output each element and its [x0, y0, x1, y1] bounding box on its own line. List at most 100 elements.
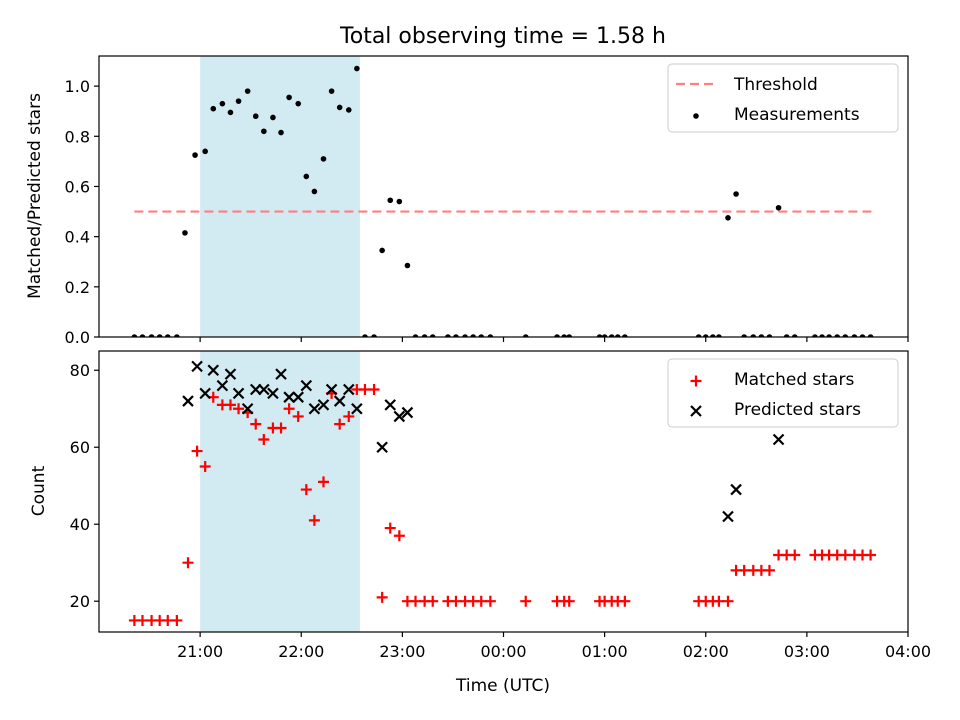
legend-label: Matched stars: [734, 370, 854, 390]
data-point: [842, 334, 849, 337]
data-point: [191, 445, 203, 457]
legend-handle: [690, 405, 702, 417]
x-tick-label: 04:00: [885, 642, 931, 661]
data-point: [311, 188, 318, 195]
data-point: [227, 109, 234, 116]
data-point: [156, 334, 163, 337]
data-point: [710, 334, 716, 337]
data-point: [292, 391, 304, 403]
data-point: [371, 334, 377, 337]
data-point: [244, 88, 251, 94]
data-point: [695, 334, 702, 337]
x-tick-label: 03:00: [784, 642, 830, 661]
data-point: [826, 334, 832, 337]
data-point: [791, 334, 798, 337]
legend-label: Predicted stars: [734, 400, 861, 420]
data-point: [445, 334, 451, 337]
legend-handle: [690, 375, 702, 387]
data-point: [867, 334, 874, 337]
data-point: [292, 410, 304, 422]
y-tick-label: 20: [70, 592, 90, 611]
data-point: [614, 334, 621, 337]
data-point: [427, 595, 439, 607]
matched-stars-series: [128, 383, 877, 626]
data-point: [387, 197, 394, 204]
data-point: [300, 379, 313, 392]
data-point: [622, 334, 628, 337]
data-point: [325, 383, 338, 396]
data-point: [171, 614, 183, 626]
data-point: [283, 391, 295, 403]
data-point: [421, 334, 428, 337]
data-point: [730, 483, 742, 496]
data-point: [554, 334, 560, 337]
data-point: [596, 334, 603, 337]
data-point: [379, 247, 385, 254]
data-point: [772, 433, 785, 446]
data-point: [216, 379, 229, 392]
data-point: [278, 129, 284, 136]
y-tick-label: 0.0: [65, 328, 90, 347]
y-tick-label: 80: [70, 361, 90, 380]
data-point: [295, 100, 302, 107]
data-point: [393, 410, 406, 423]
data-point: [343, 410, 355, 422]
data-point: [270, 114, 276, 121]
observing-window-span: [200, 56, 360, 337]
data-point: [308, 514, 320, 526]
data-point: [336, 104, 343, 111]
data-point: [393, 530, 405, 542]
data-point: [619, 595, 631, 607]
legend-label: Measurements: [734, 105, 860, 125]
data-point: [819, 334, 825, 337]
data-point: [716, 334, 722, 337]
data-point: [345, 107, 352, 113]
data-point: [396, 198, 403, 205]
data-point: [859, 334, 866, 337]
data-point: [202, 148, 208, 155]
y-tick-label: 0.2: [65, 278, 90, 297]
legend: Threshold Measurements: [667, 63, 899, 133]
y-tick-label: 1.0: [65, 77, 90, 96]
data-point: [275, 368, 287, 380]
data-point: [182, 557, 194, 569]
y-tick-label: 40: [70, 515, 90, 534]
data-point: [384, 522, 396, 534]
data-point: [219, 100, 226, 107]
data-point: [199, 460, 211, 472]
data-point: [320, 156, 327, 162]
data-point: [561, 334, 567, 337]
data-point: [182, 395, 194, 407]
data-point: [224, 399, 236, 411]
data-point: [351, 402, 363, 415]
x-tick-label: 00:00: [480, 642, 526, 661]
data-point: [317, 476, 329, 488]
data-point: [453, 334, 459, 337]
data-point: [851, 334, 858, 337]
data-point: [522, 334, 529, 337]
data-point: [484, 595, 496, 607]
top-panel: 0.0 0.2 0.4 0.6 0.8 1.0 Threshold Measurements: [65, 55, 909, 347]
data-point: [233, 403, 245, 415]
data-point: [252, 113, 259, 120]
x-tick-label: 21:00: [177, 642, 223, 661]
observing-window-span: [200, 351, 360, 632]
data-point: [354, 65, 360, 72]
data-point: [412, 334, 419, 337]
y-tick-label: 0.4: [65, 228, 90, 247]
data-point: [258, 383, 270, 396]
data-point: [766, 334, 773, 337]
data-point: [401, 406, 414, 419]
data-point: [775, 204, 782, 211]
data-point: [404, 262, 411, 269]
data-point: [199, 387, 211, 400]
data-point: [601, 334, 608, 337]
data-point: [470, 334, 476, 337]
y-tick-label: 60: [70, 438, 90, 457]
data-point: [865, 549, 877, 561]
data-point: [362, 334, 368, 337]
data-point: [328, 88, 335, 94]
legend: Matched stars Predicted stars: [667, 358, 899, 428]
data-point: [250, 418, 262, 430]
data-point: [384, 399, 397, 411]
